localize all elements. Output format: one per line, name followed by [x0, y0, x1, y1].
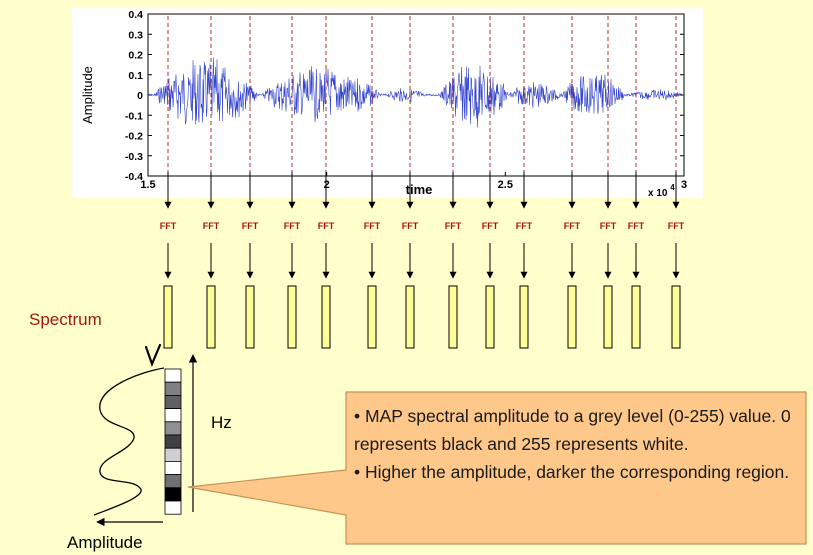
grey-level-cell — [164, 368, 182, 383]
spectrum-bar — [671, 285, 681, 349]
fft-label: FFT — [600, 221, 617, 231]
y-axis-ticks: 0.4 0.3 0.2 0.1 0 -0.1 -0.2 -0.3 -0.4 — [125, 9, 684, 183]
y-tick-label: 0.4 — [128, 9, 143, 21]
callout-box — [187, 391, 807, 545]
spectrum-bar — [603, 285, 613, 349]
spectrum-bar — [519, 285, 529, 349]
x-tick-label: 3 — [681, 179, 687, 191]
pointer-check-arrow — [144, 343, 162, 368]
fft-label: FFT — [364, 221, 381, 231]
x-axis-multiplier: x 10 4 — [648, 183, 675, 199]
grey-level-cell — [164, 434, 182, 449]
grey-level-cell — [164, 394, 182, 409]
spectrum-bar — [631, 285, 641, 349]
fft-frames: FFT FFT FFT FFT FFT FFT FFT FFT FFT FFT FFT FFT FFT F… — [160, 172, 685, 349]
waveform-path — [148, 57, 684, 128]
y-axis-label: Amplitude — [80, 66, 95, 124]
y-tick-label: -0.3 — [125, 151, 143, 163]
fft-label: FFT — [516, 221, 533, 231]
grey-level-cell — [164, 460, 182, 475]
x-tick-label: 2.5 — [498, 179, 513, 191]
x-axis-multiplier-exponent: 4 — [670, 183, 675, 192]
spectrum-bar — [567, 285, 577, 349]
grey-level-cell — [164, 487, 182, 502]
waveform-trace — [148, 57, 684, 128]
fft-label: FFT — [203, 221, 220, 231]
fft-label: FFT — [284, 221, 301, 231]
magnified-spectrum: Hz Amplitude — [67, 343, 232, 552]
grey-level-cell — [164, 421, 182, 436]
y-tick-label: 0.2 — [128, 50, 143, 62]
grey-level-cell — [164, 447, 182, 462]
spectrum-bar — [287, 285, 297, 349]
grey-level-cell — [164, 500, 182, 515]
y-tick-label: 0.3 — [128, 29, 143, 41]
x-axis-ticks: 1.5 2 2.5 3 — [140, 172, 687, 191]
amplitude-label: Amplitude — [67, 533, 143, 552]
spectrum-bar — [245, 285, 255, 349]
fft-label: FFT — [242, 221, 259, 231]
grey-level-cell — [164, 381, 182, 396]
grey-level-cell — [164, 474, 182, 489]
spectrum-label: Spectrum — [29, 310, 102, 329]
y-tick-label: -0.2 — [125, 131, 143, 143]
y-tick-label: 0 — [137, 90, 143, 102]
y-tick-label: -0.1 — [125, 110, 143, 122]
callout-bullet-map-grey-level: • MAP spectral amplitude to a grey level… — [354, 406, 791, 454]
grey-level-cell — [164, 408, 182, 423]
callout-bullet-higher-amplitude: • Higher the amplitude, darker the corre… — [354, 462, 790, 482]
y-tick-label: -0.4 — [125, 171, 143, 183]
x-axis-multiplier-base: x 10 — [648, 188, 668, 199]
spectrum-bar — [448, 285, 458, 349]
callout-text: • MAP spectral amplitude to a grey level… — [354, 402, 792, 486]
hz-label: Hz — [211, 413, 232, 432]
spectrum-bar — [206, 285, 216, 349]
amplitude-spectrum-curve — [93, 367, 165, 516]
y-tick-label: 0.1 — [128, 70, 143, 82]
fft-label: FFT — [482, 221, 499, 231]
waveform-plot: 0.4 0.3 0.2 0.1 0 -0.1 -0.2 -0.3 -0.4 1.5 2 2.5 3 A… — [72, 8, 703, 199]
fft-label: FFT — [445, 221, 462, 231]
spectrum-bar — [405, 285, 415, 349]
fft-label: FFT — [668, 221, 685, 231]
grey-level-column — [164, 368, 182, 515]
x-axis-label: time — [406, 182, 433, 197]
spectrum-bar — [367, 285, 377, 349]
spectrum-bar — [321, 285, 331, 349]
spectrum-bar — [163, 285, 173, 349]
fft-label: FFT — [564, 221, 581, 231]
x-tick-label: 2 — [324, 179, 330, 191]
fft-label: FFT — [318, 221, 335, 231]
frame-divider-lines — [167, 16, 677, 176]
fft-label: FFT — [402, 221, 419, 231]
fft-label: FFT — [160, 221, 177, 231]
fft-label: FFT — [628, 221, 645, 231]
x-tick-label: 1.5 — [140, 179, 155, 191]
spectrum-bar — [485, 285, 495, 349]
